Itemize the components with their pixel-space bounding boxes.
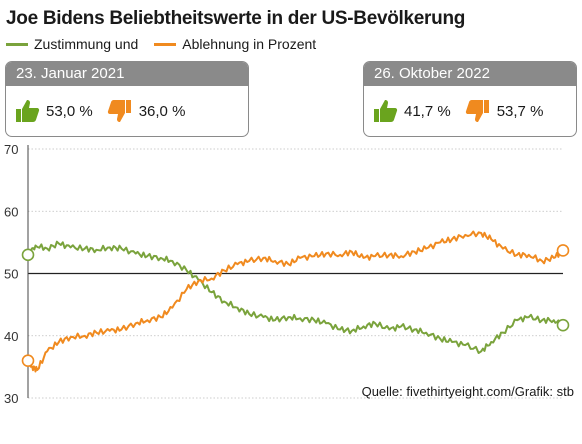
legend-swatch-approve <box>6 42 28 46</box>
y-tick-label-70: 70 <box>4 142 18 157</box>
legend-item-approve: Zustimmung und <box>6 36 138 52</box>
legend-label-approve: Zustimmung und <box>34 36 139 52</box>
legend-label-disapprove: Ablehnung in Prozent <box>182 36 317 52</box>
start-approve-value: 53,0 % <box>46 102 93 120</box>
end-approve-value: 41,7 % <box>404 102 451 120</box>
y-tick-label-30: 30 <box>4 391 18 406</box>
thumbs-down-icon <box>465 100 489 122</box>
end-date-label: 26. Oktober 2022 <box>364 62 576 86</box>
start-point-approve <box>21 248 35 262</box>
legend-swatch-disapprove <box>154 42 177 46</box>
legend: Zustimmung und Ablehnung in Prozent <box>6 36 332 52</box>
legend-item-disapprove: Ablehnung in Prozent <box>154 36 316 52</box>
y-tick-label-50: 50 <box>4 267 18 282</box>
y-tick-label-40: 40 <box>4 329 18 344</box>
start-point-disapprove <box>21 354 35 367</box>
end-value-box: 26. Oktober 2022 41,7 % 53,7 % <box>363 61 577 137</box>
start-value-box: 23. Januar 2021 53,0 % 36,0 % <box>5 61 249 137</box>
end-point-approve <box>556 318 570 332</box>
thumbs-down-icon <box>107 100 131 122</box>
chart-title: Joe Bidens Beliebtheitswerte in der US-B… <box>6 8 466 29</box>
end-disapprove-value: 53,7 % <box>496 102 544 120</box>
end-point-disapprove <box>556 244 570 257</box>
series-line-disapprove <box>27 230 564 373</box>
start-date-label: 23. Januar 2021 <box>6 62 248 86</box>
thumbs-up-icon <box>16 100 40 122</box>
source-note: Quelle: fivethirtyeight.com/Grafik: stb <box>361 384 574 399</box>
start-disapprove-value: 36,0 % <box>138 102 186 120</box>
thumbs-up-icon <box>374 100 398 122</box>
y-tick-label-60: 60 <box>4 204 18 219</box>
series-line-approve <box>27 240 564 354</box>
